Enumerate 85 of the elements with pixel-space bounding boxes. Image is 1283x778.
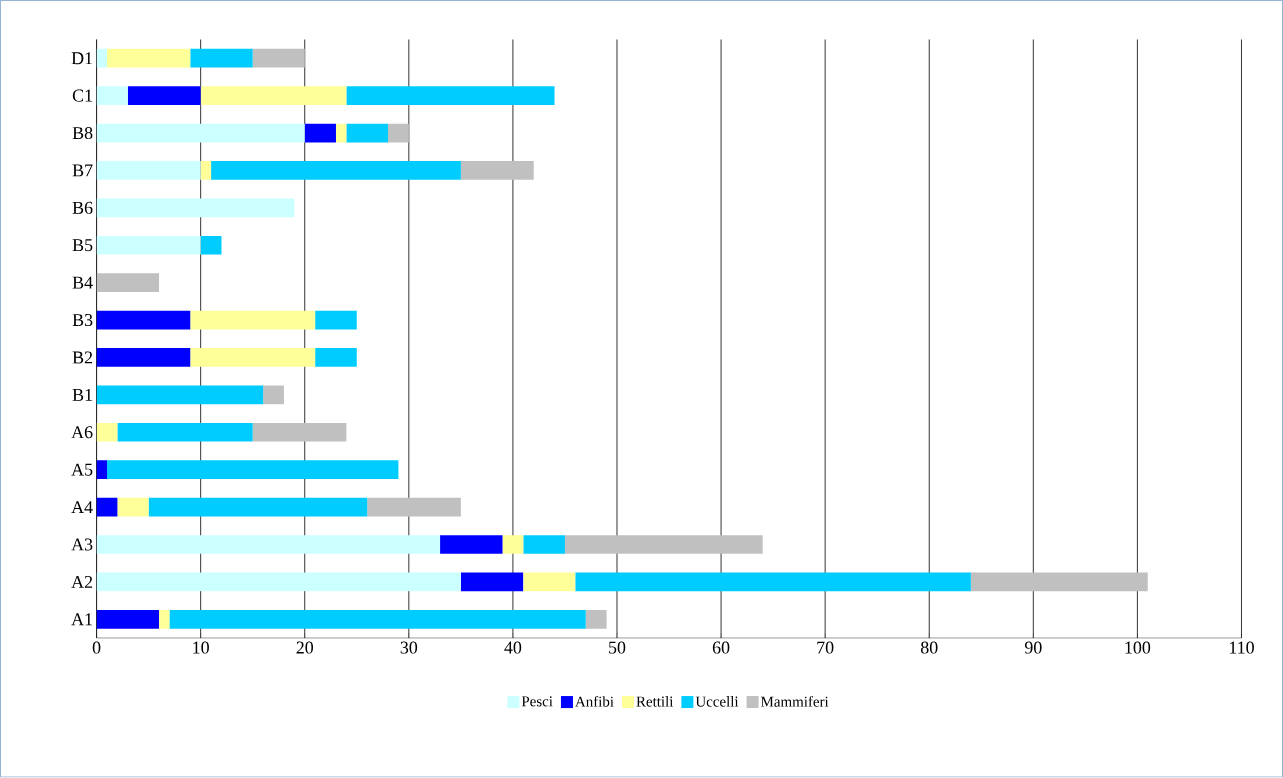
y-tick-label: A4: [71, 501, 93, 514]
bar: [96, 610, 160, 629]
y-tick-label: B7: [72, 164, 93, 177]
bar: [190, 348, 316, 368]
bar: [190, 310, 316, 330]
y-tick-label: B8: [72, 127, 93, 140]
y-tick-label: A6: [71, 426, 93, 439]
bar: [96, 423, 118, 442]
bar: [523, 535, 565, 555]
bar: [367, 497, 461, 517]
bar: [211, 161, 461, 180]
bar: [96, 572, 461, 592]
y-tick-label: A5: [71, 463, 93, 476]
legend-label: Mammiferi: [761, 696, 829, 707]
y-tick-label: C1: [72, 89, 92, 102]
bar: [96, 123, 305, 143]
bar: [388, 123, 409, 143]
bar: [346, 86, 555, 106]
x-tick-label: 0: [92, 641, 101, 654]
bar: [106, 460, 399, 480]
bar: [335, 123, 347, 143]
bar: [523, 572, 576, 592]
x-tick-label: 20: [296, 641, 314, 654]
x-tick-label: 60: [712, 641, 730, 654]
bar: [575, 572, 971, 592]
bar: [117, 423, 253, 442]
bar: [252, 49, 305, 68]
y-tick-label: B2: [72, 351, 93, 364]
bar: [148, 497, 368, 517]
bar: [190, 49, 253, 68]
y-tick-label: A2: [71, 576, 93, 589]
y-tick-label: A1: [71, 613, 92, 626]
bar: [346, 123, 389, 143]
bar: [96, 236, 201, 255]
bar: [252, 423, 347, 442]
bar: [96, 198, 295, 218]
bar: [169, 610, 586, 629]
bar: [304, 123, 336, 143]
bar: [315, 310, 357, 330]
y-tick-label: B5: [72, 239, 93, 252]
bar: [460, 161, 534, 180]
bar: [440, 535, 503, 555]
bar: [200, 161, 212, 180]
x-tick-label: 10: [193, 641, 209, 654]
bar: [96, 161, 201, 180]
bar: [96, 460, 107, 480]
bar: [159, 610, 170, 629]
y-tick-label: D1: [71, 52, 92, 65]
y-tick-label: B3: [72, 314, 93, 327]
x-tick-label: 30: [400, 641, 418, 654]
legend-label: Anfibi: [575, 696, 614, 707]
x-tick-label: 40: [504, 641, 522, 654]
x-tick-label: 80: [920, 641, 938, 654]
x-tick-label: 70: [817, 641, 834, 654]
x-tick-label: 90: [1024, 641, 1042, 654]
x-tick-label: 100: [1125, 641, 1151, 654]
bar: [502, 535, 524, 555]
x-tick-label: 110: [1229, 641, 1254, 654]
bar: [96, 385, 264, 405]
y-tick-label: B4: [72, 276, 93, 289]
bar: [117, 497, 149, 517]
bar: [200, 236, 222, 255]
bar: [315, 348, 357, 368]
bar: [96, 348, 191, 368]
legend-label: Uccelli: [695, 696, 739, 707]
bar: [96, 535, 441, 555]
legend-label: Pesci: [521, 696, 553, 707]
bar: [564, 535, 763, 555]
bar: [96, 273, 160, 293]
bar: [96, 310, 191, 330]
bar: [106, 49, 191, 68]
bar: [585, 610, 607, 629]
bar: [127, 86, 201, 106]
y-tick-label: A3: [71, 538, 93, 551]
y-tick-label: B6: [72, 202, 93, 215]
bar: [263, 385, 284, 405]
bar: [96, 86, 128, 106]
bar: [200, 86, 347, 106]
bar: [970, 572, 1148, 592]
x-tick-label: 50: [609, 641, 626, 654]
legend-label: Rettili: [636, 696, 674, 707]
y-tick-label: B1: [72, 389, 92, 402]
bar: [460, 572, 524, 592]
bar: [96, 497, 118, 517]
bar: [96, 49, 107, 68]
